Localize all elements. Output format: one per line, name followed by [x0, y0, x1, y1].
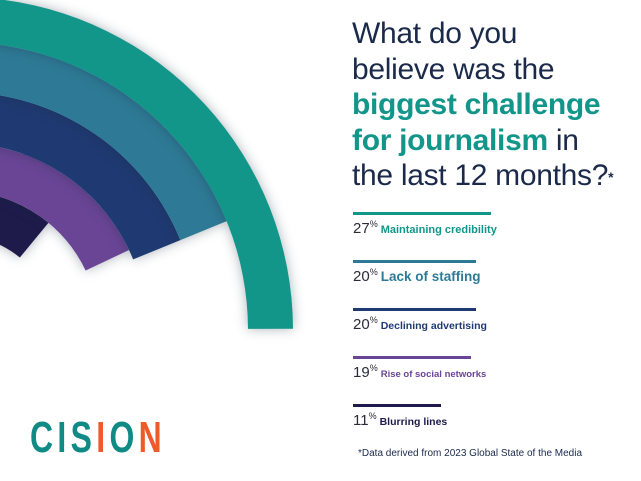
legend-bar	[353, 356, 471, 359]
legend-label: Rise of social networks	[380, 369, 487, 380]
legend-label: Declining advertising	[380, 320, 487, 332]
chart-title: What do you believe was the biggest chal…	[352, 16, 637, 194]
legend-item: 20% Lack of staffing	[353, 260, 480, 285]
legend-percent: 11%	[353, 411, 377, 429]
legend-percent: 20%	[353, 315, 378, 333]
legend-label: Lack of staffing	[380, 269, 481, 284]
footnote: *Data derived from 2023 Global State of …	[358, 448, 583, 459]
legend-label: Maintaining credibility	[380, 224, 497, 236]
title-line: What do you	[352, 17, 518, 50]
legend-percent: 19%	[353, 363, 378, 381]
title-highlight: biggest challenge	[352, 88, 601, 121]
legend-item: 19% Rise of social networks	[353, 356, 486, 381]
title-line: believe was the	[352, 52, 555, 86]
legend-bar	[353, 308, 476, 311]
svg-text:CISION: CISION	[30, 413, 166, 456]
arc-bar-4	[0, 147, 130, 271]
legend-percent: 27%	[353, 219, 378, 237]
title-highlight: for journalism	[352, 123, 548, 157]
arc-bar-1	[0, 0, 293, 329]
arc-bar-2	[0, 44, 227, 241]
asterisk: *	[608, 169, 614, 185]
title-line: the last 12 months?	[352, 159, 609, 192]
cision-logo: CISION	[30, 413, 166, 456]
legend-bar	[353, 404, 441, 407]
arc-bar-3	[0, 95, 181, 260]
legend-item: 20% Declining advertising	[353, 308, 487, 333]
legend-percent: 20%	[353, 267, 378, 285]
legend-item: 27% Maintaining credibility	[353, 212, 497, 237]
legend-item: 11% Blurring lines	[353, 404, 447, 429]
legend-label: Blurring lines	[379, 416, 448, 428]
title-text: in	[547, 123, 579, 157]
legend-bar	[353, 260, 476, 263]
arc-bar-5	[0, 196, 49, 258]
legend-bar	[353, 212, 491, 215]
